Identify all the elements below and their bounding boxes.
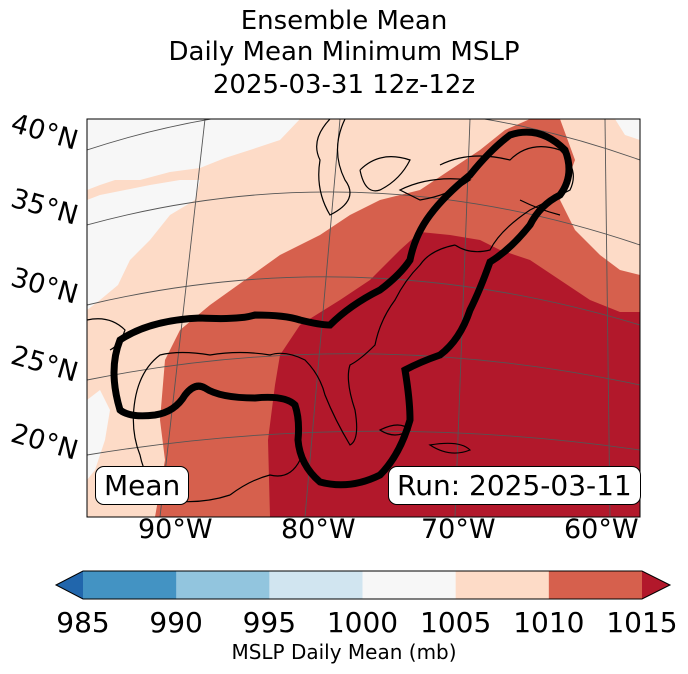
- map-title-line3: 2025-03-31 12z-12z: [212, 70, 476, 100]
- graticule: [87, 119, 640, 517]
- colorbar-bin: [176, 571, 270, 599]
- field-1000-1005-nw: [87, 119, 300, 190]
- colorbar-tick-label: 1005: [420, 606, 492, 639]
- colorbar-tick-label: 995: [242, 606, 297, 639]
- field-1000-1005-sw: [87, 390, 110, 480]
- colorbar-bin: [455, 571, 550, 599]
- colorbar-tick-label: 990: [149, 606, 203, 639]
- field-1000-1005-ne: [615, 119, 640, 140]
- colorbar-bin: [548, 571, 643, 599]
- colorbar-label: MSLP Daily Mean (mb): [231, 640, 457, 664]
- colorbar-tick-label: 1010: [513, 606, 585, 639]
- colorbar-tick-label: 985: [56, 606, 110, 639]
- mean-label-box: Mean: [95, 466, 190, 505]
- map-title-line1: Ensemble Mean: [240, 6, 448, 36]
- ensemble-contour: [110, 128, 573, 489]
- lon-label-90w: 90°W: [138, 514, 213, 545]
- colorbar-extend-low: [56, 571, 83, 599]
- map-title-line2: Daily Mean Minimum MSLP: [168, 37, 520, 67]
- lon-label-60w: 60°W: [564, 514, 639, 545]
- lon-label-70w: 70°W: [421, 514, 496, 545]
- colorbar-bin: [269, 571, 363, 599]
- pressure-map: [86, 118, 641, 518]
- colorbar-bin: [362, 571, 457, 599]
- colorbar-tick-label: 1000: [326, 606, 399, 639]
- colorbar-tick-label: 1015: [606, 606, 678, 639]
- run-date-box: Run: 2025-03-11: [388, 466, 641, 505]
- field-1000-1005-west: [87, 180, 200, 310]
- colorbar-outline: [54, 570, 672, 600]
- map-frame: [86, 118, 641, 518]
- lon-label-80w: 80°W: [281, 514, 356, 545]
- colorbar-bin: [83, 571, 177, 599]
- colorbar-extend-high: [642, 571, 670, 599]
